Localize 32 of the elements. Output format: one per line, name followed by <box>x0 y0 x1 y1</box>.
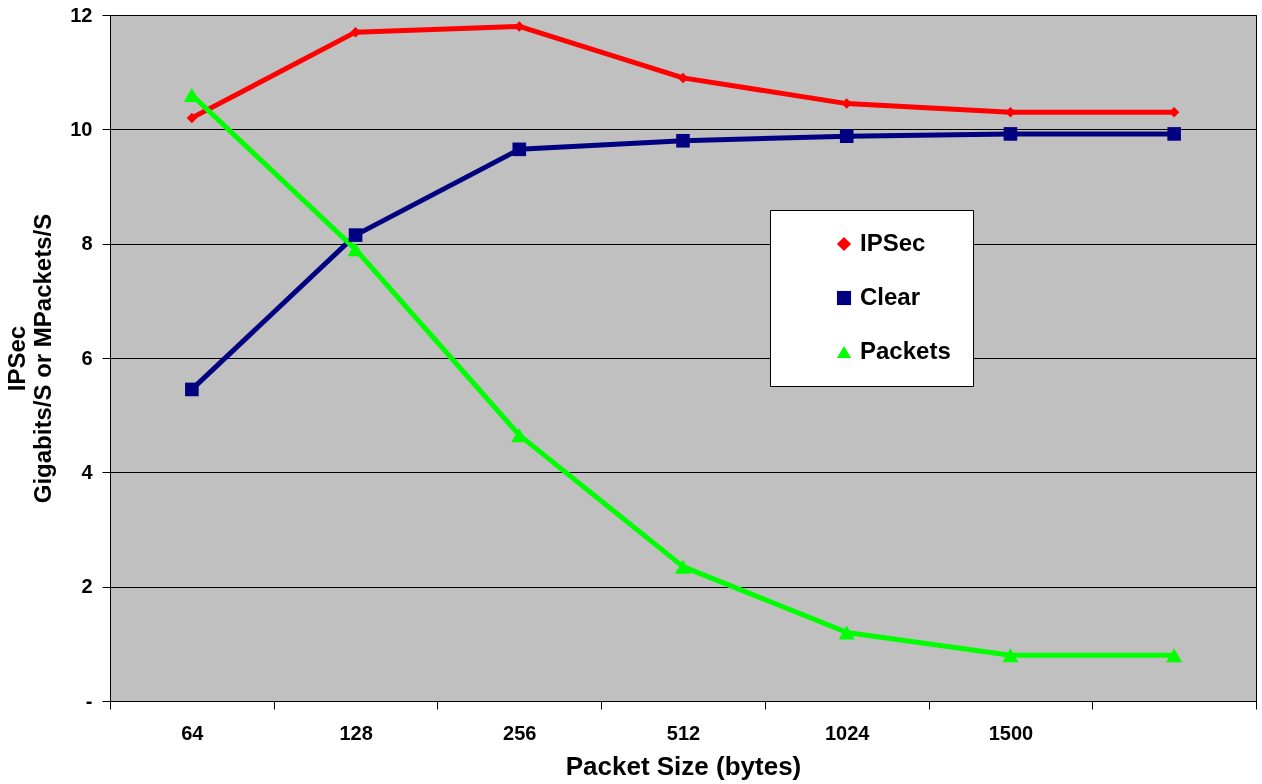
x-tick-label: 64 <box>181 721 205 744</box>
point <box>676 133 690 148</box>
point <box>512 142 527 157</box>
legend-label: IPSec <box>860 229 926 256</box>
x-axis-title: Packet Size (bytes) <box>565 750 802 781</box>
point <box>1167 127 1181 141</box>
point <box>838 625 855 640</box>
point <box>1166 648 1183 663</box>
y-tick-label: - <box>85 689 93 712</box>
point <box>674 559 692 574</box>
point <box>1003 127 1018 141</box>
x-tick-label: 512 <box>666 721 701 744</box>
y-tick-label: 6 <box>81 346 93 369</box>
x-tick-label: 1500 <box>988 721 1034 744</box>
point <box>186 112 198 124</box>
legend-label: Clear <box>860 283 921 310</box>
point <box>348 228 363 242</box>
x-tick-label: 1024 <box>824 721 871 744</box>
x-tick-label: 128 <box>339 721 373 744</box>
x-tick-label: 256 <box>503 721 537 744</box>
legend-label: Packets <box>860 337 951 364</box>
y-tick-label: 10 <box>70 117 93 140</box>
point <box>183 88 200 103</box>
point <box>1002 648 1019 663</box>
y-tick-label: 2 <box>81 575 93 598</box>
y-tick-label: 4 <box>81 460 94 483</box>
y-tick-label: 12 <box>70 3 93 26</box>
point <box>185 382 199 397</box>
point <box>839 129 854 143</box>
y-tick-label: 8 <box>81 232 93 255</box>
point <box>347 242 364 257</box>
y-axis-title: IPSec Gigabits/S or MPackets/S <box>3 213 57 504</box>
